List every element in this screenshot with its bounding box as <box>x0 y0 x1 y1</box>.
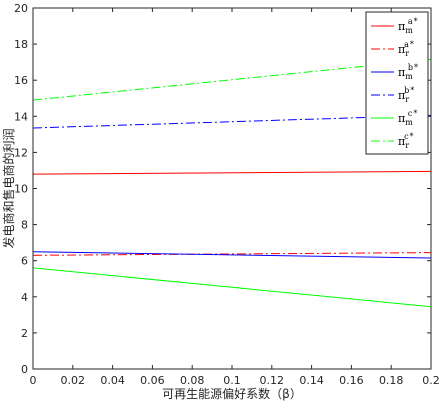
y-tick-label: 4 <box>21 291 28 304</box>
axes-layer: 0 0.02 0.04 0.06 0.08 0.1 0.12 0.14 0.16 0.18 0.2 0… <box>14 2 439 387</box>
series-line-2 <box>32 252 432 256</box>
y-tick-label: 8 <box>21 219 28 232</box>
legend-label: πmb* <box>398 63 418 81</box>
series-layer <box>32 58 432 308</box>
y-tick-label: 16 <box>14 74 28 87</box>
y-tick-label: 12 <box>14 146 28 159</box>
series-line-6 <box>32 58 432 101</box>
x-tick-label: 0.16 <box>339 374 364 387</box>
x-tick-label: 0.2 <box>422 374 439 387</box>
legend-label: πmc* <box>398 109 417 127</box>
x-tick-label: 0.04 <box>100 374 125 387</box>
y-tick-label: 2 <box>21 327 28 340</box>
x-tick-label: 0.12 <box>260 374 285 387</box>
legend-label: πma* <box>398 17 418 35</box>
series-line-1 <box>32 170 432 175</box>
legend-label: πrb* <box>398 86 414 104</box>
y-axis-label: 发电商和售电商的利润 <box>1 128 16 248</box>
y-tick-label: 0 <box>21 363 28 376</box>
y-tick-label: 6 <box>21 255 28 268</box>
x-axis-label: 可再生能源偏好系数（β） <box>162 386 302 401</box>
legend-label: πrc* <box>398 132 414 150</box>
y-tick-label: 18 <box>14 38 28 51</box>
x-tick-label: 0.18 <box>379 374 404 387</box>
series-line-4 <box>32 114 432 129</box>
x-tick-label: 0.02 <box>61 374 86 387</box>
x-tick-label: 0.06 <box>140 374 165 387</box>
series-line-3 <box>32 251 432 259</box>
x-tick-label: 0.14 <box>299 374 324 387</box>
x-tick-label: 0.08 <box>180 374 205 387</box>
plot-background <box>33 8 431 369</box>
x-tick-label: 0 <box>30 374 37 387</box>
legend: πma* πra* πmb* πrb* πmc* πrc* <box>365 11 429 155</box>
legend-box <box>365 11 429 155</box>
y-tick-label: 14 <box>14 110 28 123</box>
y-tick-label: 10 <box>14 183 28 196</box>
y-tick-label: 20 <box>14 2 28 15</box>
plot-area <box>33 8 431 369</box>
x-tick-label: 0.1 <box>223 374 241 387</box>
series-line-5 <box>32 267 432 308</box>
legend-label: πra* <box>398 40 414 58</box>
